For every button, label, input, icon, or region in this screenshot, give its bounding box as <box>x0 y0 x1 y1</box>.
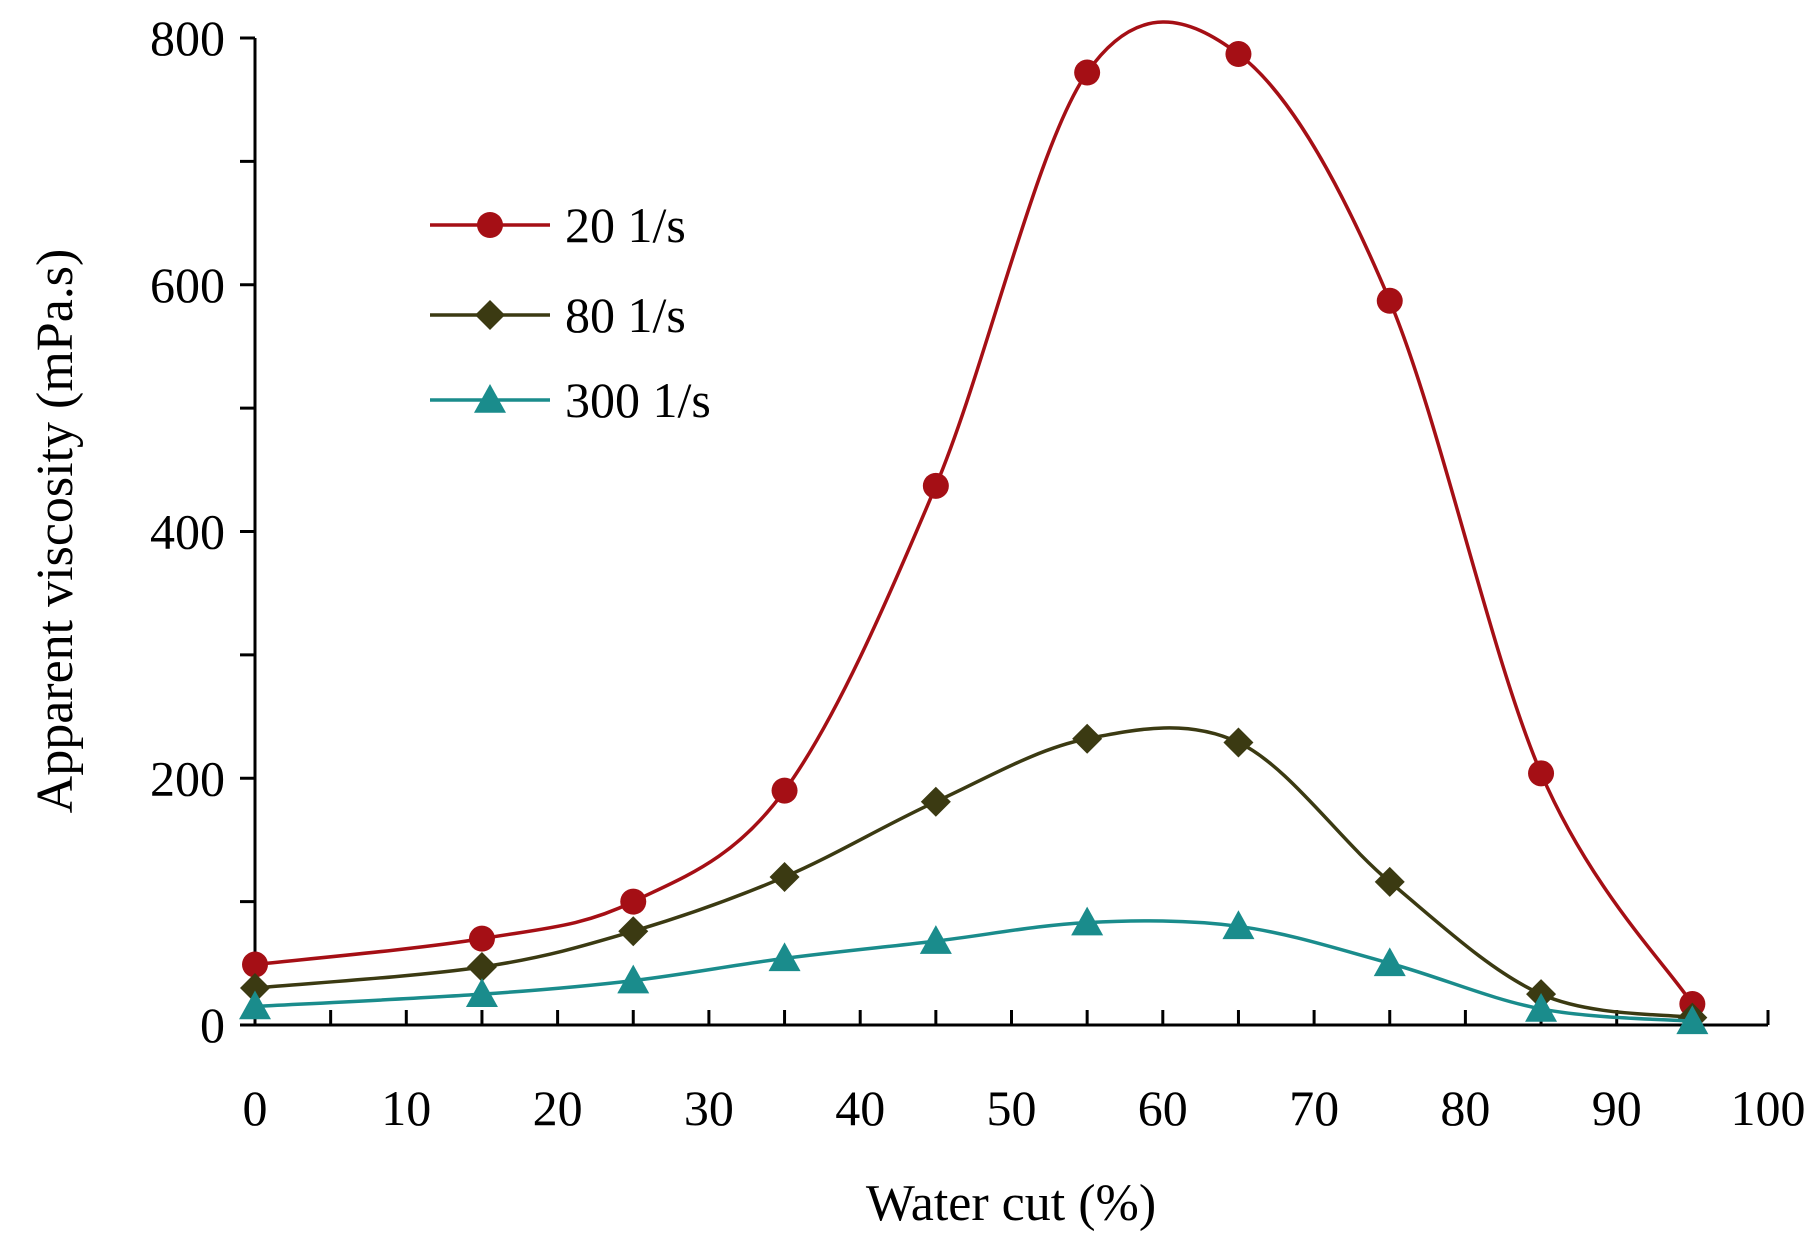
data-point <box>1223 727 1254 758</box>
data-point <box>617 964 650 994</box>
x-tick-label: 90 <box>1592 1080 1642 1136</box>
data-point <box>240 972 270 1003</box>
y-tick-label: 600 <box>150 257 225 313</box>
data-point <box>1374 866 1405 897</box>
data-point <box>920 786 951 817</box>
data-point <box>769 861 800 892</box>
data-point <box>1373 947 1406 977</box>
data-point <box>466 952 497 983</box>
x-tick-label: 100 <box>1731 1080 1806 1136</box>
data-point <box>468 925 495 952</box>
series-2 <box>239 906 1709 1035</box>
data-point <box>771 777 798 804</box>
x-axis: 0 10 20 30 40 50 60 70 80 90 100 <box>243 1010 1806 1136</box>
series-line <box>254 726 1693 1020</box>
data-point <box>1225 41 1252 68</box>
y-tick-label: 400 <box>150 504 225 560</box>
data-point <box>1376 287 1403 314</box>
data-point <box>1222 910 1255 940</box>
series-1 <box>240 723 1708 1033</box>
data-point <box>620 888 647 915</box>
legend-marker <box>475 300 505 330</box>
data-point <box>1676 1005 1709 1035</box>
data-point <box>1071 906 1104 936</box>
data-point <box>1525 992 1558 1022</box>
x-tick-label: 30 <box>684 1080 734 1136</box>
x-tick-label: 70 <box>1289 1080 1339 1136</box>
x-tick-label: 20 <box>533 1080 583 1136</box>
series-line <box>254 20 1694 1005</box>
x-axis-title: Water cut (%) <box>866 1175 1156 1232</box>
series-0 <box>242 20 1706 1018</box>
data-point <box>1072 723 1103 754</box>
y-tick-label: 800 <box>150 10 225 66</box>
x-tick-label: 60 <box>1138 1080 1188 1136</box>
x-ticks: 0 10 20 30 40 50 60 70 80 90 100 <box>243 1010 1806 1136</box>
y-tick-label: 0 <box>200 997 225 1053</box>
y-tick-label: 200 <box>150 750 225 806</box>
legend: 20 1/s 80 1/s 300 1/s <box>430 197 711 428</box>
series-line <box>254 919 1693 1024</box>
series-layer <box>239 20 1709 1035</box>
data-point <box>239 990 271 1020</box>
data-point <box>919 925 952 954</box>
legend-label: 20 1/s <box>565 197 686 253</box>
x-tick-label: 10 <box>381 1080 431 1136</box>
data-point <box>768 942 801 972</box>
x-tick-label: 40 <box>835 1080 885 1136</box>
data-point <box>1528 760 1555 787</box>
legend-marker <box>477 212 503 238</box>
x-tick-label: 50 <box>987 1080 1037 1136</box>
y-ticks: 0 200 400 600 800 <box>150 10 255 1053</box>
data-point <box>1074 59 1101 86</box>
data-point <box>242 951 268 978</box>
x-tick-label: 0 <box>243 1080 268 1136</box>
y-axis-title: Apparent viscosity (mPa.s) <box>27 249 84 814</box>
x-tick-label: 80 <box>1440 1080 1490 1136</box>
y-axis: 0 200 400 600 800 <box>150 10 257 1053</box>
data-point <box>922 472 949 499</box>
legend-label: 300 1/s <box>565 372 711 428</box>
data-point <box>618 916 649 947</box>
legend-marker <box>474 384 506 413</box>
data-point <box>465 978 498 1007</box>
legend-label: 80 1/s <box>565 287 686 343</box>
